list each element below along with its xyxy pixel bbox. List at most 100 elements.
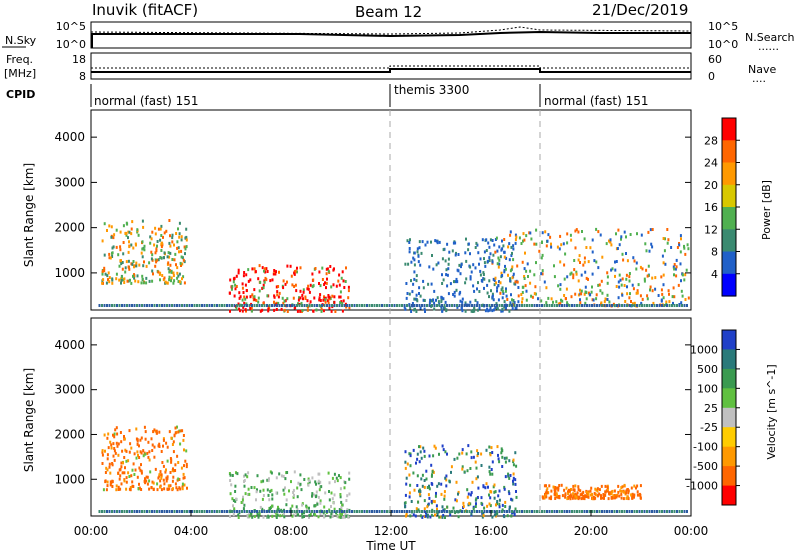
scatter-cell [165, 468, 167, 472]
scatter-cell [416, 510, 418, 513]
scatter-cell [106, 274, 109, 278]
scatter-cell [316, 502, 319, 506]
scatter-cell [406, 292, 409, 295]
scatter-cell [286, 510, 288, 513]
scatter-cell [108, 276, 111, 280]
scatter-cell [297, 481, 300, 485]
scatter-cell [503, 510, 506, 513]
scatter-cell [171, 233, 174, 237]
scatter-cell [552, 485, 555, 489]
scatter-cell [125, 487, 128, 491]
scatter-cell [327, 301, 330, 305]
scatter-cell [152, 272, 154, 276]
cpid-label: CPID [6, 88, 35, 101]
scatter-cell [243, 271, 246, 274]
scatter-cell [662, 237, 665, 240]
scatter-cell [270, 471, 273, 475]
scatter-cell [623, 510, 626, 513]
scatter-cell [165, 229, 168, 233]
scatter-cell [298, 510, 301, 513]
scatter-cell [296, 508, 299, 512]
scatter-cell [128, 267, 131, 271]
scatter-cell [408, 304, 411, 307]
scatter-cell [616, 304, 618, 307]
scatter-cell [109, 483, 112, 487]
scatter-cell [505, 306, 507, 310]
scatter-cell [284, 477, 287, 481]
scatter-cell [203, 304, 206, 307]
scatter-cell [242, 305, 245, 309]
scatter-cell [412, 448, 415, 452]
scatter-cell [234, 305, 237, 308]
scatter-cell [305, 508, 308, 512]
scatter-cell [145, 281, 148, 285]
scatter-cell [143, 425, 146, 429]
scatter-cell [358, 510, 361, 513]
scatter-cell [626, 495, 629, 499]
scatter-cell [518, 510, 521, 513]
scatter-cell [238, 307, 241, 311]
scatter-cell [488, 510, 491, 513]
scatter-cell [321, 266, 324, 270]
scatter-cell [523, 510, 526, 513]
scatter-cell [477, 452, 480, 455]
scatter-cell [521, 260, 524, 264]
scatter-cell [488, 465, 491, 469]
scatter-cell [628, 279, 631, 283]
scatter-cell [556, 245, 559, 249]
scatter-cell [218, 304, 221, 307]
nsky-right-tick-low: 10^0 [708, 38, 738, 51]
scatter-cell [505, 256, 508, 260]
scatter-cell [307, 284, 310, 288]
scatter-cell [472, 263, 475, 267]
scatter-cell [482, 271, 485, 275]
scatter-cell [299, 289, 302, 293]
scatter-cell [447, 267, 450, 271]
scatter-cell [461, 309, 464, 313]
scatter-cell [589, 246, 592, 250]
scatter-cell [431, 473, 433, 477]
scatter-cell [470, 270, 473, 274]
colorbar-swatch [722, 330, 736, 350]
scatter-cell [169, 484, 172, 488]
scatter-cell [291, 504, 294, 508]
scatter-cell [493, 510, 496, 513]
scatter-cell [123, 435, 125, 438]
scatter-cell [234, 484, 237, 488]
scatter-cell [647, 264, 650, 268]
scatter-cell [151, 480, 154, 484]
scatter-cell [558, 247, 561, 251]
scatter-cell [577, 230, 580, 234]
scatter-cell [588, 304, 591, 307]
scatter-cell [599, 289, 602, 293]
scatter-cell [618, 285, 621, 289]
colorbar-swatch [722, 118, 736, 141]
scatter-cell [180, 238, 183, 242]
scatter-cell [331, 510, 333, 513]
scatter-cell [157, 270, 160, 274]
scatter-cell [198, 510, 201, 513]
scatter-cell [428, 301, 431, 305]
scatter-cell [381, 304, 383, 307]
scatter-cell [423, 454, 426, 458]
scatter-cell [466, 469, 469, 473]
scatter-cell [428, 484, 430, 488]
power-colorbar-label: Power [dB] [760, 180, 773, 240]
scatter-cell [319, 485, 322, 489]
scatter-cell [417, 508, 420, 512]
scatter-cell [109, 256, 112, 260]
scatter-cell [132, 274, 134, 278]
scatter-cell [660, 298, 663, 302]
scatter-cell [331, 515, 334, 518]
scatter-cell [275, 270, 277, 274]
scatter-cell [291, 283, 294, 287]
scatter-cell [410, 260, 413, 264]
scatter-cell [346, 304, 348, 307]
scatter-cell [273, 295, 276, 299]
scatter-cell [111, 251, 114, 255]
scatter-cell [464, 281, 467, 285]
scatter-cell [413, 270, 416, 274]
scatter-cell [144, 477, 146, 481]
scatter-cell [161, 274, 164, 277]
scatter-cell [453, 280, 455, 284]
